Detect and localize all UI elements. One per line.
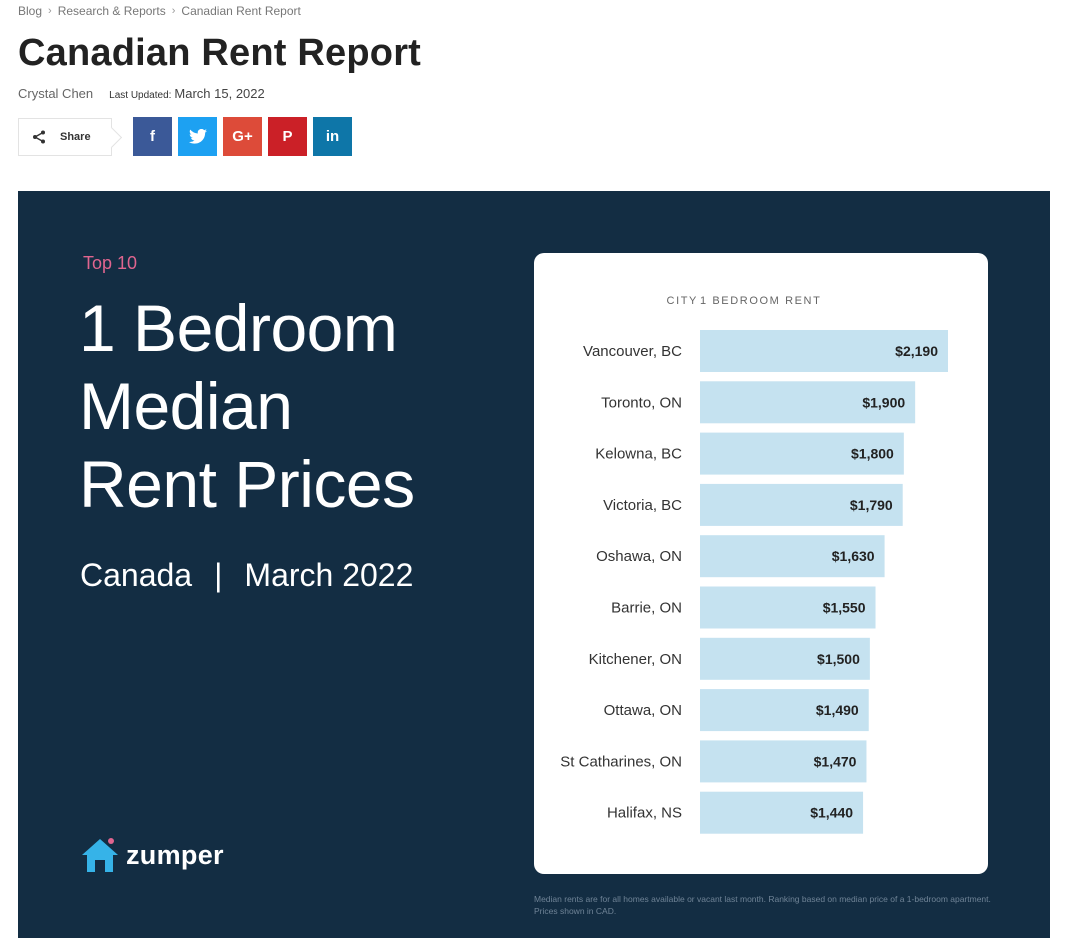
city-label: Kelowna, BC (595, 446, 682, 463)
bar-victoria-bc (700, 483, 903, 526)
breadcrumb-current: Canadian Rent Report (181, 4, 301, 18)
headline-line: 1 Bedroom (79, 291, 398, 365)
bar-halifax-ns (700, 791, 864, 834)
last-updated: Last Updated: March 15, 2022 (109, 86, 265, 101)
bar-ottawa-on (700, 689, 869, 732)
page-title: Canadian Rent Report (18, 32, 422, 74)
last-updated-date: March 15, 2022 (174, 86, 265, 101)
value-label: $1,500 (817, 651, 860, 667)
city-label: St Catharines, ON (560, 753, 682, 770)
region-label: Canada (80, 557, 193, 593)
bar-st-catharines-on (700, 740, 867, 783)
breadcrumb-separator: › (48, 5, 52, 17)
column-header-rent: 1 BEDROOM RENT (700, 295, 822, 307)
bar-vancouver-bc (700, 330, 948, 372)
twitter-share-button[interactable] (178, 117, 217, 156)
facebook-icon: f (150, 128, 155, 145)
share-icon (33, 130, 45, 143)
value-label: $1,800 (851, 446, 894, 462)
author-link[interactable]: Crystal Chen (18, 86, 94, 101)
infographic-subline: Canada | March 2022 (80, 557, 413, 594)
linkedin-share-button[interactable]: in (313, 117, 352, 156)
value-label: $1,490 (816, 702, 859, 718)
value-label: $1,470 (814, 753, 857, 769)
last-updated-label: Last Updated: (109, 90, 172, 101)
share-bar: Share f G+ P in (18, 117, 352, 156)
city-label: Halifax, NS (607, 805, 682, 822)
city-label: Vancouver, BC (583, 343, 682, 360)
breadcrumb-blog[interactable]: Blog (18, 4, 43, 18)
twitter-icon (188, 129, 207, 144)
city-label: Victoria, BC (603, 497, 682, 514)
infographic: Top 10 1 Bedroom Median Rent Prices Cana… (18, 191, 1050, 938)
infographic-footnote: Median rents are for all homes available… (534, 894, 991, 916)
bar-oshawa-on (700, 535, 885, 578)
house-icon (82, 838, 118, 872)
period-label: March 2022 (244, 557, 414, 593)
subline-divider: | (214, 557, 223, 593)
google-plus-share-button[interactable]: G+ (223, 117, 262, 156)
infographic-eyebrow: Top 10 (83, 253, 138, 273)
pinterest-icon: P (282, 128, 293, 145)
city-label: Toronto, ON (601, 394, 682, 411)
rent-bar-chart: Vancouver, BC $2,190 Toronto, ON $1,900 Kelo… (560, 330, 948, 834)
value-label: $1,550 (823, 600, 866, 616)
value-label: $2,190 (895, 343, 938, 359)
value-label: $1,900 (862, 394, 905, 410)
zumper-logo: zumper (80, 836, 224, 874)
city-label: Oshawa, ON (596, 548, 682, 565)
headline-line: Rent Prices (79, 447, 415, 521)
value-label: $1,790 (850, 497, 893, 513)
city-label: Kitchener, ON (589, 651, 682, 668)
infographic-headline: 1 Bedroom Median Rent Prices (79, 289, 415, 523)
linkedin-icon: in (325, 128, 340, 145)
bar-barrie-on (700, 586, 876, 629)
rent-table-card: CITY 1 BEDROOM RENT Vancouver, BC $2,190 T… (534, 253, 988, 874)
column-header-city: CITY (666, 295, 698, 307)
brand-name: zumper (126, 839, 224, 870)
google-plus-icon: G+ (232, 128, 253, 145)
breadcrumb-separator: › (171, 5, 176, 17)
bar-kitchener-on (700, 637, 870, 680)
city-label: Ottawa, ON (604, 702, 682, 719)
bar-kelowna-bc (700, 432, 904, 475)
breadcrumb-research-reports[interactable]: Research & Reports (57, 4, 166, 18)
facebook-share-button[interactable]: f (133, 117, 172, 156)
byline: Crystal Chen Last Updated: March 15, 2022 (18, 86, 265, 101)
breadcrumb: Blog › Research & Reports › Canadian Ren… (18, 4, 301, 18)
share-label: Share (60, 130, 91, 143)
pinterest-share-button[interactable]: P (268, 117, 307, 156)
share-button[interactable]: Share (18, 117, 112, 156)
value-label: $1,440 (810, 805, 853, 821)
city-label: Barrie, ON (611, 600, 682, 617)
value-label: $1,630 (832, 548, 875, 564)
headline-line: Median (79, 369, 293, 443)
bar-toronto-on (700, 381, 916, 424)
